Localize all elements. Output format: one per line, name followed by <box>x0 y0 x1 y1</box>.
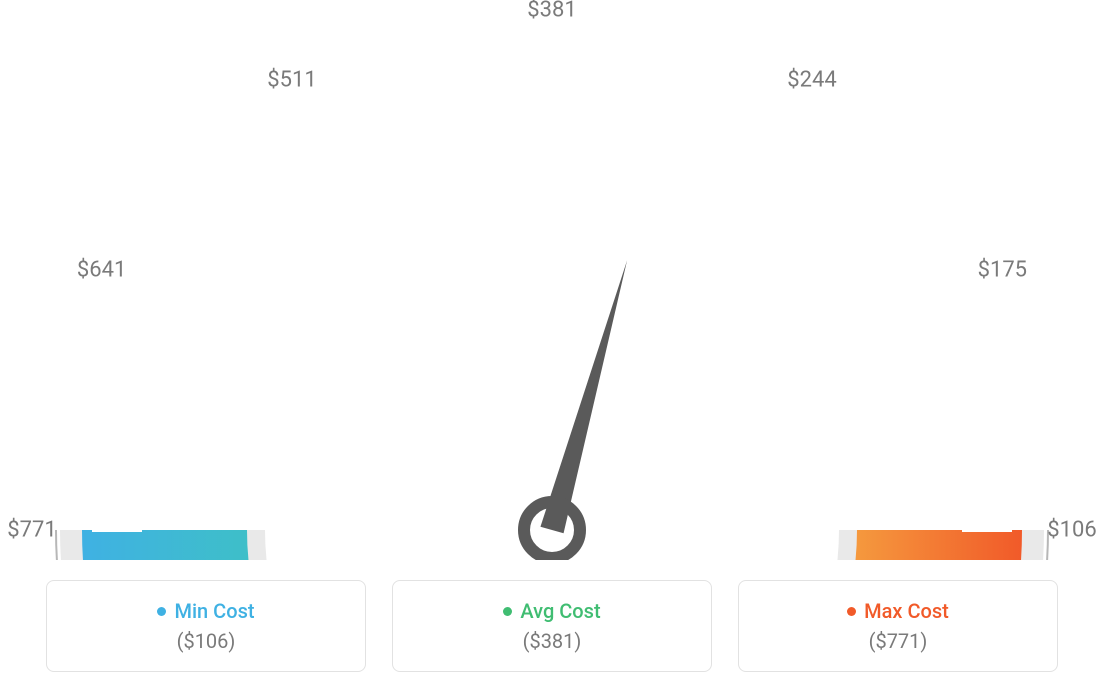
legend-row: Min Cost ($106) Avg Cost ($381) Max Cost… <box>0 580 1104 672</box>
legend-label-min: Min Cost <box>174 599 254 623</box>
legend-label-avg: Avg Cost <box>520 599 600 623</box>
legend-value-avg: ($381) <box>523 629 582 653</box>
legend-title-max: Max Cost <box>847 599 949 623</box>
legend-title-avg: Avg Cost <box>503 599 600 623</box>
gauge-svg <box>0 0 1104 560</box>
legend-value-max: ($771) <box>869 629 928 653</box>
legend-dot-max <box>847 607 856 616</box>
gauge-tick-label: $511 <box>267 67 316 92</box>
legend-dot-avg <box>503 607 512 616</box>
legend-card-min: Min Cost ($106) <box>46 580 366 672</box>
cost-gauge: $106 $175 $244 $381 $511 $641 $771 <box>0 0 1104 560</box>
legend-dot-min <box>157 607 166 616</box>
legend-card-max: Max Cost ($771) <box>738 580 1058 672</box>
legend-value-min: ($106) <box>177 629 236 653</box>
gauge-tick-label: $381 <box>527 0 576 23</box>
gauge-tick-label: $106 <box>1047 518 1096 543</box>
gauge-tick-label: $175 <box>978 258 1027 283</box>
gauge-tick-label: $244 <box>787 67 836 92</box>
gauge-tick-label: $771 <box>7 518 56 543</box>
legend-card-avg: Avg Cost ($381) <box>392 580 712 672</box>
legend-label-max: Max Cost <box>864 599 949 623</box>
legend-title-min: Min Cost <box>157 599 254 623</box>
gauge-tick-label: $641 <box>77 258 126 283</box>
